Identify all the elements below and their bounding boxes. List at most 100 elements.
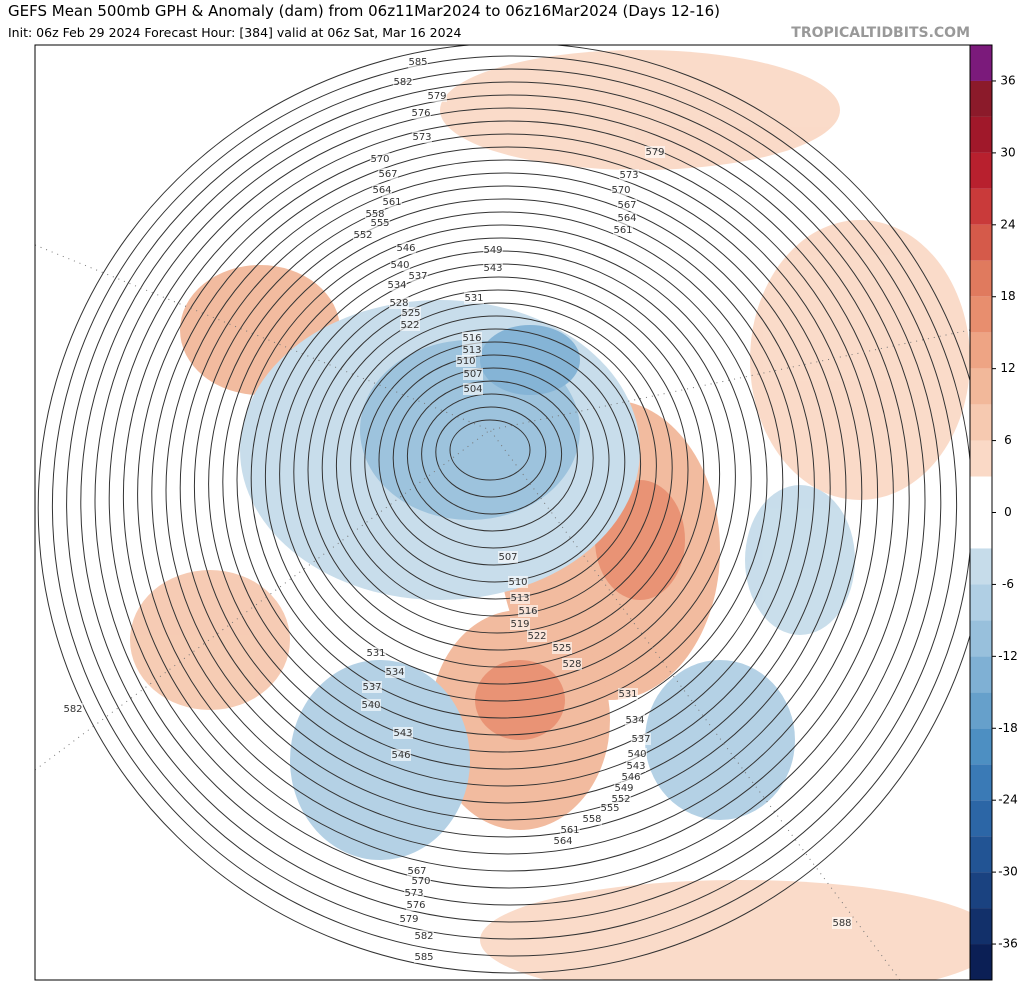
label-halo xyxy=(832,917,852,929)
colorbar-band xyxy=(970,656,992,693)
contour-line xyxy=(406,380,578,532)
colorbar-band xyxy=(970,800,992,837)
contour-label: 582 xyxy=(414,931,433,942)
contour-line xyxy=(350,328,642,600)
graticule xyxy=(35,244,970,980)
label-halo xyxy=(353,229,373,241)
contour-label: 549 xyxy=(614,783,633,794)
colorbar-band xyxy=(970,584,992,621)
contour-line xyxy=(37,45,970,974)
contour-label: 507 xyxy=(463,369,482,380)
contour-label: 579 xyxy=(399,914,418,925)
subtitle: Init: 06z Feb 29 2024 Forecast Hour: [38… xyxy=(8,25,462,40)
label-halo xyxy=(404,887,424,899)
contour-label: 540 xyxy=(390,260,409,271)
label-halo xyxy=(391,749,411,761)
colorbar-band xyxy=(970,404,992,441)
colorbar-band xyxy=(970,260,992,297)
colorbar-tick-label: -6 xyxy=(1002,577,1014,591)
label-halo xyxy=(456,355,476,367)
colorbar-tick-label: -36 xyxy=(998,937,1018,951)
colorbar-band xyxy=(970,548,992,585)
label-halo xyxy=(408,270,428,282)
contour-label: 522 xyxy=(400,320,419,331)
contour-label: 519 xyxy=(510,619,529,630)
colorbar-band xyxy=(970,764,992,801)
contour-label: 567 xyxy=(407,866,426,877)
contour-line xyxy=(151,146,863,838)
label-halo xyxy=(562,658,582,670)
label-halo xyxy=(617,212,637,224)
contour-label: 531 xyxy=(366,648,385,659)
contour-label: 534 xyxy=(625,715,644,726)
label-halo xyxy=(560,824,580,836)
colorbar-band xyxy=(970,692,992,729)
contour-line xyxy=(52,55,970,957)
label-halo xyxy=(387,279,407,291)
contour-line xyxy=(179,172,831,804)
contour-label: 576 xyxy=(406,900,425,911)
anomaly-negative xyxy=(645,660,795,820)
contour-label: 570 xyxy=(370,154,389,165)
label-halo xyxy=(361,699,381,711)
label-halo xyxy=(411,107,431,119)
contour-label: 561 xyxy=(560,825,579,836)
contour-label: 549 xyxy=(483,245,502,256)
contour-label: 543 xyxy=(626,761,645,772)
title: GEFS Mean 500mb GPH & Anomaly (dam) from… xyxy=(8,2,720,20)
contour-line xyxy=(321,302,673,634)
contour-label: 534 xyxy=(387,280,406,291)
contour-line xyxy=(293,276,705,668)
contour-label: 543 xyxy=(393,728,412,739)
label-halo xyxy=(462,344,482,356)
label-halo xyxy=(498,551,518,563)
label-halo xyxy=(614,782,634,794)
contour-line xyxy=(94,94,926,906)
contour-line xyxy=(208,198,800,770)
contour-label: 564 xyxy=(553,836,572,847)
contour-label: 513 xyxy=(510,593,529,604)
contour-label: 534 xyxy=(385,667,404,678)
label-halo xyxy=(385,666,405,678)
contour-label: 582 xyxy=(393,77,412,88)
label-halo xyxy=(552,642,572,654)
contour-label: 531 xyxy=(464,293,483,304)
label-halo xyxy=(508,576,528,588)
label-halo xyxy=(464,292,484,304)
contour-label: 573 xyxy=(404,888,423,899)
label-halo xyxy=(366,647,386,659)
label-halo xyxy=(412,131,432,143)
contour-label: 513 xyxy=(462,345,481,356)
label-halo xyxy=(600,802,620,814)
label-halo xyxy=(378,168,398,180)
contour-label: 537 xyxy=(408,271,427,282)
contour-label: 516 xyxy=(462,333,481,344)
colorbar-tick-label: 24 xyxy=(1000,217,1015,231)
label-halo xyxy=(483,244,503,256)
contour-line xyxy=(165,159,847,821)
anomaly-shading xyxy=(130,50,970,980)
label-halo xyxy=(645,146,665,158)
contour-label: 552 xyxy=(611,794,630,805)
contour-label: 510 xyxy=(508,577,527,588)
contour-line xyxy=(236,224,768,736)
colorbar-band xyxy=(970,872,992,909)
contour-label: 525 xyxy=(401,308,420,319)
colorbar-tick-label: -24 xyxy=(998,793,1018,807)
label-halo xyxy=(518,605,538,617)
colorbar-band xyxy=(970,368,992,405)
contour-label: 567 xyxy=(378,169,397,180)
label-halo xyxy=(400,319,420,331)
contour-label: 522 xyxy=(527,631,546,642)
colorbar-band xyxy=(970,944,992,980)
colorbar-tick-label: 0 xyxy=(1004,505,1012,519)
label-halo xyxy=(393,727,413,739)
contour-label: 537 xyxy=(362,682,381,693)
label-halo xyxy=(631,733,651,745)
label-halo xyxy=(619,169,639,181)
label-halo xyxy=(510,618,530,630)
contour-label: 546 xyxy=(396,243,415,254)
contour-line xyxy=(137,133,879,855)
colorbar: 36 30 24 18 12 6 0 -6 -12 -18 -24 -30 -36 xyxy=(969,44,1018,981)
